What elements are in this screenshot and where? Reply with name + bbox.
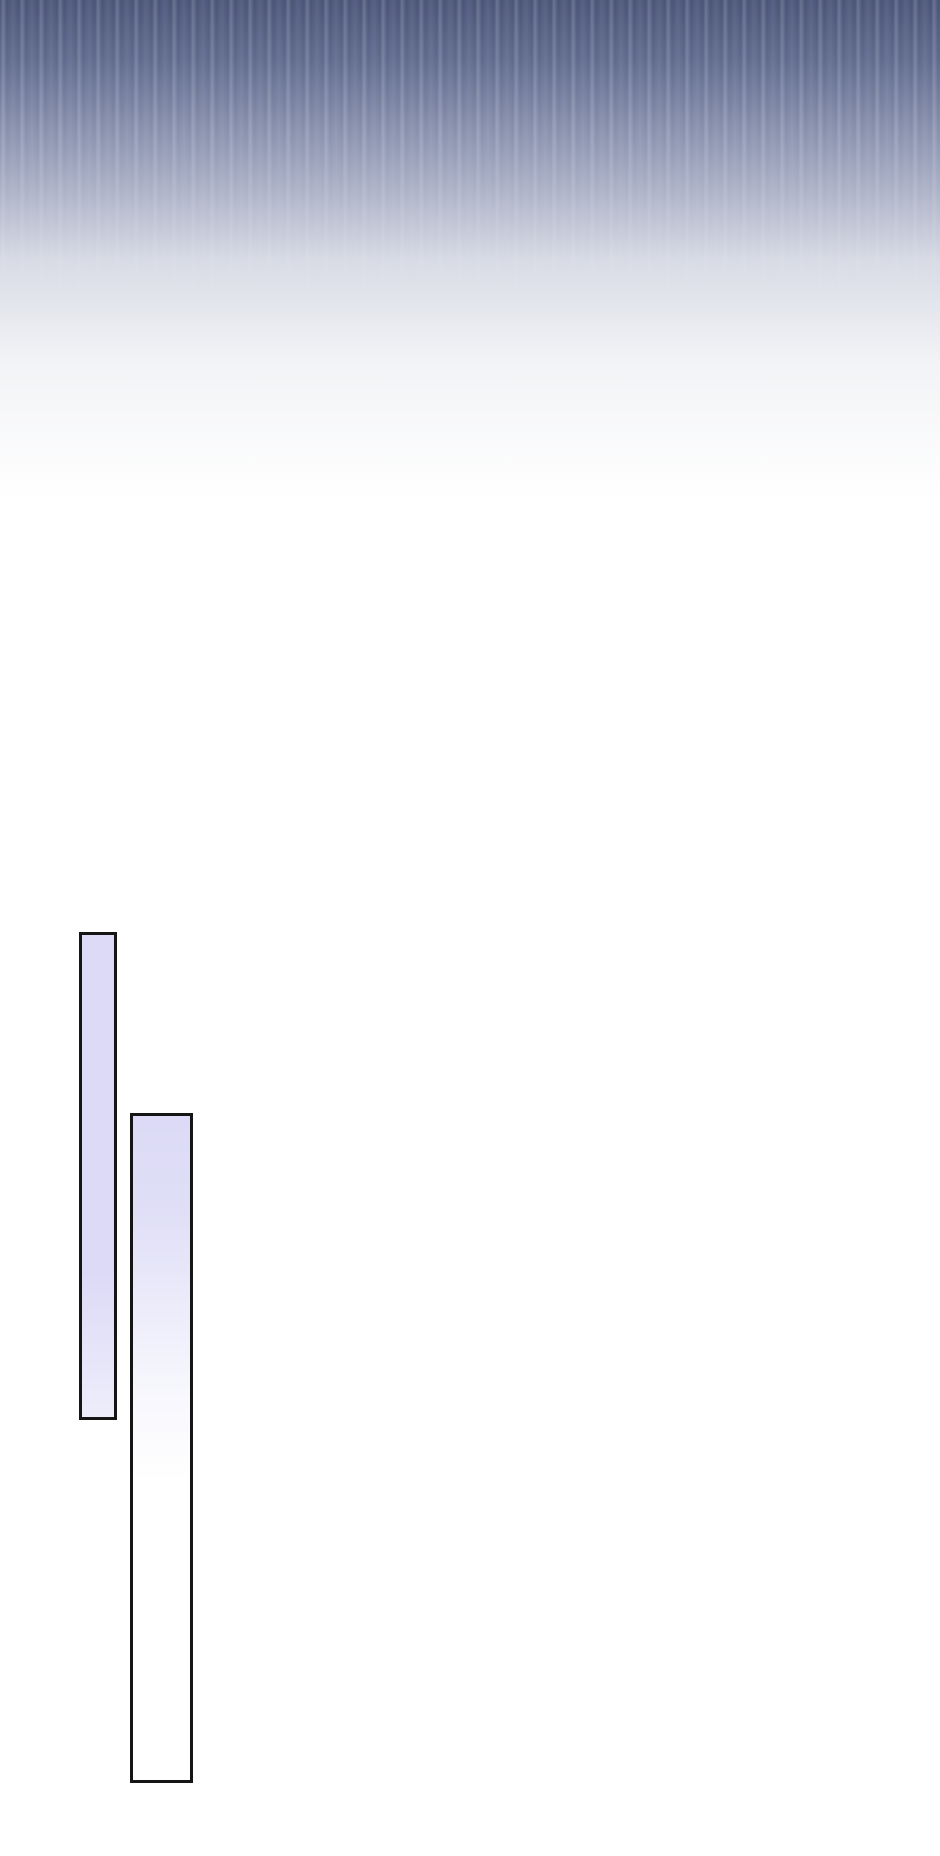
- light-streaks-overlay: [0, 0, 940, 330]
- comic-panel-tall: [130, 1113, 193, 1783]
- comic-panel-narrow: [79, 932, 117, 1420]
- gradient-sky-background: [0, 0, 940, 500]
